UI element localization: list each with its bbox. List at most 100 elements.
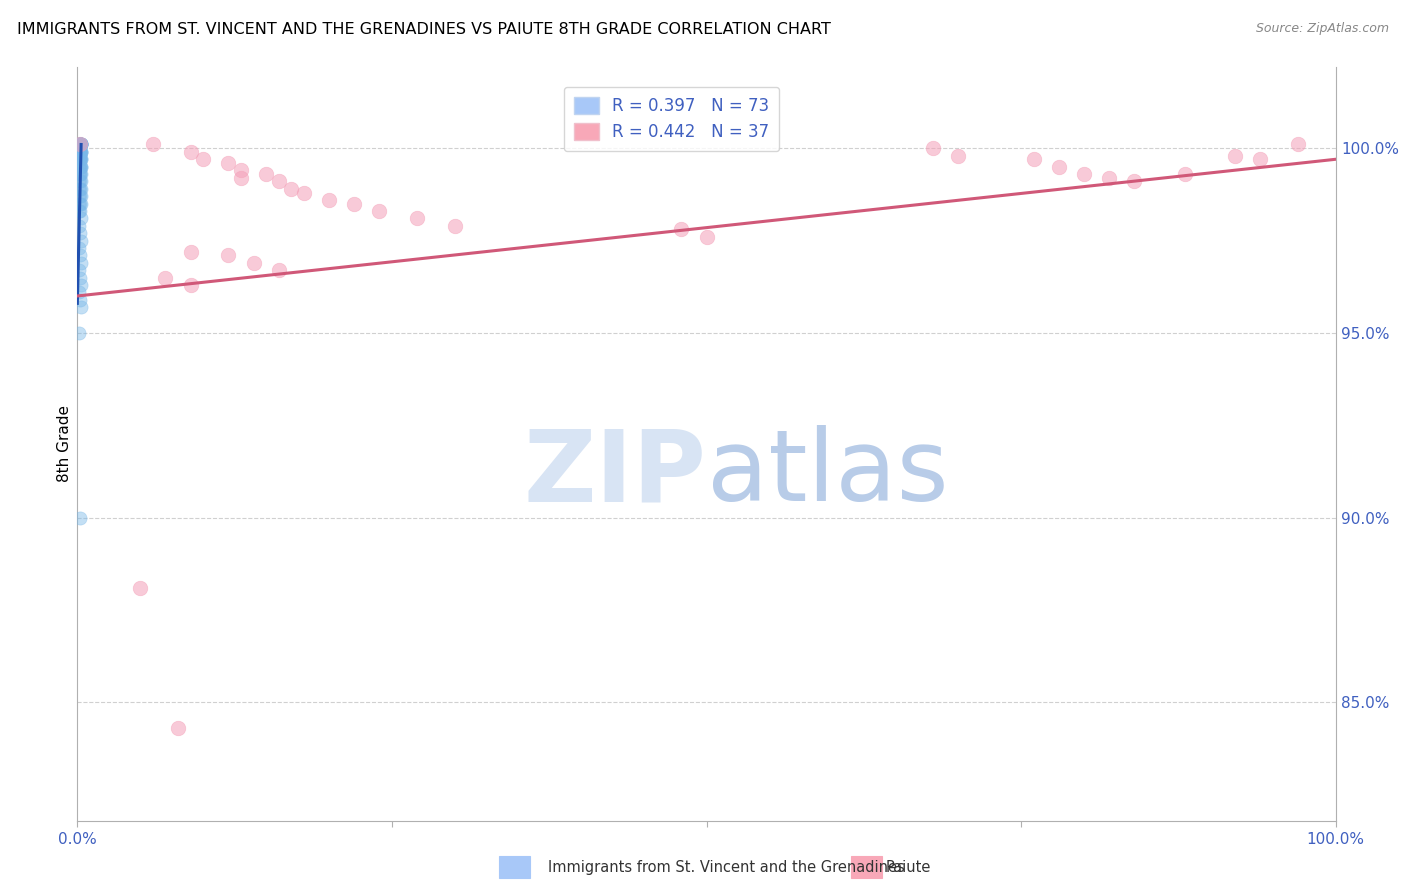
Point	[180, 244, 202, 259]
Point	[67, 137, 90, 152]
Point	[67, 160, 90, 174]
Text: IMMIGRANTS FROM ST. VINCENT AND THE GRENADINES VS PAIUTE 8TH GRADE CORRELATION C: IMMIGRANTS FROM ST. VINCENT AND THE GREN…	[17, 22, 831, 37]
Point	[67, 326, 90, 340]
Point	[406, 211, 429, 226]
Point	[1286, 137, 1309, 152]
Point	[69, 248, 91, 262]
Point	[671, 222, 693, 236]
Point	[69, 145, 91, 159]
Point	[67, 241, 90, 255]
Point	[70, 137, 93, 152]
Point	[69, 174, 91, 188]
Point	[69, 137, 91, 152]
Point	[69, 182, 91, 196]
Point	[267, 263, 290, 277]
Point	[69, 167, 91, 181]
Point	[129, 581, 152, 595]
Point	[67, 189, 90, 203]
Point	[254, 167, 277, 181]
Point	[267, 174, 290, 188]
Point	[1249, 153, 1271, 167]
Point	[67, 219, 90, 233]
Point	[67, 153, 90, 167]
Text: Source: ZipAtlas.com: Source: ZipAtlas.com	[1256, 22, 1389, 36]
Point	[69, 137, 91, 152]
Point	[67, 160, 90, 174]
Point	[368, 204, 391, 219]
Point	[180, 277, 202, 292]
Point	[67, 153, 90, 167]
Point	[69, 137, 91, 152]
Point	[948, 148, 970, 162]
Text: Paiute: Paiute	[886, 860, 931, 874]
Point	[69, 189, 91, 203]
Point	[67, 145, 90, 159]
Point	[1098, 170, 1121, 185]
Point	[69, 145, 91, 159]
Point	[70, 300, 93, 314]
Point	[229, 170, 252, 185]
Point	[67, 137, 90, 152]
Point	[70, 211, 93, 226]
Point	[69, 226, 91, 240]
Point	[70, 137, 93, 152]
Text: Immigrants from St. Vincent and the Grenadines: Immigrants from St. Vincent and the Gren…	[548, 860, 905, 874]
Point	[1047, 160, 1070, 174]
Y-axis label: 8th Grade: 8th Grade	[56, 405, 72, 483]
Point	[70, 137, 93, 152]
Point	[67, 285, 90, 300]
Point	[70, 196, 93, 211]
Point	[70, 182, 93, 196]
Point	[1123, 174, 1146, 188]
Point	[1174, 167, 1197, 181]
Point	[70, 256, 93, 270]
Point	[69, 510, 91, 524]
Point	[67, 145, 90, 159]
Point	[67, 174, 90, 188]
Point	[70, 153, 93, 167]
Point	[69, 153, 91, 167]
Point	[70, 145, 93, 159]
Point	[70, 189, 93, 203]
Point	[69, 196, 91, 211]
Point	[69, 153, 91, 167]
Point	[69, 137, 91, 152]
Point	[69, 137, 91, 152]
Point	[69, 160, 91, 174]
Point	[67, 196, 90, 211]
Point	[1223, 148, 1246, 162]
Point	[70, 145, 93, 159]
Text: ZIP: ZIP	[523, 425, 707, 523]
Point	[70, 277, 93, 292]
Point	[217, 248, 239, 262]
Point	[69, 167, 91, 181]
Point	[70, 234, 93, 248]
Point	[280, 182, 302, 196]
Point	[70, 160, 93, 174]
Text: atlas: atlas	[707, 425, 948, 523]
Point	[67, 145, 90, 159]
Point	[67, 204, 90, 219]
Point	[69, 270, 91, 285]
Point	[69, 153, 91, 167]
Point	[142, 137, 165, 152]
Point	[292, 186, 315, 200]
Point	[69, 204, 91, 219]
Point	[155, 270, 177, 285]
Point	[180, 145, 202, 159]
Point	[696, 230, 718, 244]
Point	[70, 137, 93, 152]
Point	[318, 193, 340, 207]
Point	[70, 145, 93, 159]
Point	[67, 263, 90, 277]
Point	[922, 141, 945, 155]
Legend: R = 0.397   N = 73, R = 0.442   N = 37: R = 0.397 N = 73, R = 0.442 N = 37	[564, 87, 779, 152]
Point	[70, 153, 93, 167]
Point	[70, 137, 93, 152]
Point	[191, 153, 215, 167]
Point	[1073, 167, 1095, 181]
Point	[444, 219, 467, 233]
Point	[1022, 153, 1045, 167]
Point	[70, 160, 93, 174]
Point	[67, 167, 90, 181]
